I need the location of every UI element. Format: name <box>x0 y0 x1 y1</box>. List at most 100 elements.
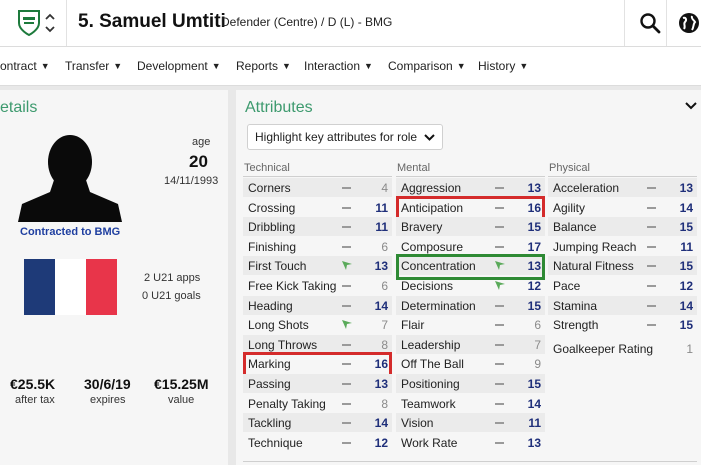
trend-steady-dash-icon <box>647 324 656 327</box>
details-title: etails <box>0 99 38 116</box>
attribute-row-crossing[interactable]: Crossing 11 <box>243 198 392 217</box>
goalkeeper-rating-row: Goalkeeper Rating 1 <box>548 339 697 358</box>
attribute-value: 9 <box>534 357 541 372</box>
nav-label: ontract <box>0 59 37 73</box>
attribute-value: 14 <box>374 416 388 431</box>
attribute-row-technique[interactable]: Technique 12 <box>243 433 392 452</box>
nav-comparison[interactable]: Comparison ▼ <box>388 59 466 73</box>
attribute-name: Leadership <box>401 337 461 352</box>
attribute-row-passing[interactable]: Passing 13 <box>243 374 392 393</box>
attribute-row-corners[interactable]: Corners 4 <box>243 178 392 197</box>
club-crest-icon <box>18 10 40 37</box>
attribute-value: 15 <box>527 220 541 235</box>
player-name: 5. Samuel Umtiti <box>78 11 226 32</box>
trend-steady-dash-icon <box>647 304 656 307</box>
attribute-row-determination[interactable]: Determination 15 <box>396 295 545 315</box>
attribute-row-work-rate[interactable]: Work Rate 13 <box>396 433 545 452</box>
nav-contract[interactable]: ontract ▼ <box>0 59 50 73</box>
attribute-row-dribbling[interactable]: Dribbling 11 <box>243 217 392 237</box>
attribute-row-leadership[interactable]: Leadership 7 <box>396 334 545 354</box>
trend-steady-dash-icon <box>342 245 351 248</box>
highlight-role-dropdown[interactable]: Highlight key attributes for role <box>247 124 443 150</box>
attribute-row-free-kick-taking[interactable]: Free Kick Taking 6 <box>243 276 392 295</box>
collapse-chevron-icon[interactable] <box>685 101 697 111</box>
attribute-value: 13 <box>527 435 541 450</box>
nav-history[interactable]: History ▼ <box>478 59 528 73</box>
attribute-row-vision[interactable]: Vision 11 <box>396 413 545 433</box>
attribute-row-long-shots[interactable]: Long Shots 7 <box>243 315 392 334</box>
attribute-name: Dribbling <box>248 220 296 235</box>
date-of-birth: 14/11/1993 <box>164 175 219 187</box>
trend-steady-dash-icon <box>342 363 351 366</box>
attribute-row-marking[interactable]: Marking 16 <box>243 354 392 373</box>
trend-steady-dash-icon <box>342 402 351 405</box>
trend-steady-dash-icon <box>647 206 656 209</box>
trend-steady-dash-icon <box>342 304 351 307</box>
attribute-value: 8 <box>381 396 388 411</box>
attribute-row-concentration[interactable]: Concentration 13 <box>396 256 545 276</box>
attribute-value: 4 <box>381 181 388 195</box>
search-icon[interactable] <box>638 11 662 35</box>
wage-value: €25.5K <box>10 376 56 392</box>
nav-interaction[interactable]: Interaction ▼ <box>304 59 373 73</box>
attribute-name: Stamina <box>553 298 598 313</box>
club-crest-button[interactable] <box>10 7 62 39</box>
attribute-row-aggression[interactable]: Aggression 13 <box>396 178 545 197</box>
attribute-name: Agility <box>553 200 586 215</box>
attribute-value: 15 <box>679 259 693 274</box>
nav-label: Comparison <box>388 59 453 73</box>
attribute-value: 15 <box>679 318 693 333</box>
attribute-row-positioning[interactable]: Positioning 15 <box>396 374 545 393</box>
trend-steady-dash-icon <box>495 226 504 229</box>
attribute-row-finishing[interactable]: Finishing 6 <box>243 237 392 256</box>
attribute-name: Passing <box>248 377 291 391</box>
nav-development[interactable]: Development ▼ <box>137 59 221 73</box>
attribute-name: Marking <box>248 357 291 372</box>
up-down-chevron-icon[interactable] <box>44 11 56 35</box>
attribute-row-jumping-reach[interactable]: Jumping Reach 11 <box>548 237 697 256</box>
attribute-row-balance[interactable]: Balance 15 <box>548 217 697 237</box>
player-silhouette-icon <box>18 135 122 222</box>
attribute-value: 14 <box>374 298 388 313</box>
attribute-row-teamwork[interactable]: Teamwork 14 <box>396 394 545 413</box>
attribute-value: 1 <box>686 342 693 356</box>
attribute-row-penalty-taking[interactable]: Penalty Taking 8 <box>243 394 392 413</box>
attribute-row-agility[interactable]: Agility 14 <box>548 198 697 217</box>
header-divider <box>66 0 67 46</box>
nav-label: History <box>478 59 516 73</box>
attribute-row-decisions[interactable]: Decisions 12 <box>396 276 545 295</box>
attribute-row-off-the-ball[interactable]: Off The Ball 9 <box>396 354 545 373</box>
attribute-row-long-throws[interactable]: Long Throws 8 <box>243 334 392 354</box>
attribute-name: Long Throws <box>248 337 318 352</box>
attribute-name: Strength <box>553 318 599 333</box>
globe-icon[interactable] <box>677 11 701 35</box>
attribute-row-heading[interactable]: Heading 14 <box>243 295 392 315</box>
trend-steady-dash-icon <box>647 285 656 287</box>
wage-label: after tax <box>15 394 55 406</box>
attribute-value: 15 <box>527 377 541 391</box>
attribute-row-stamina[interactable]: Stamina 14 <box>548 295 697 315</box>
attribute-row-pace[interactable]: Pace 12 <box>548 276 697 295</box>
attribute-name: Penalty Taking <box>248 396 326 411</box>
contract-status-link[interactable]: Contracted to BMG <box>20 226 121 238</box>
technical-header: Technical <box>244 162 290 174</box>
nav-transfer[interactable]: Transfer ▼ <box>65 59 122 73</box>
attribute-row-natural-fitness[interactable]: Natural Fitness 15 <box>548 256 697 276</box>
nav-label: Interaction <box>304 59 361 73</box>
nav-reports[interactable]: Reports ▼ <box>236 59 291 73</box>
chevron-down-icon: ▼ <box>519 61 529 71</box>
attribute-value: 16 <box>374 357 388 372</box>
profile-nav-bar: ontract ▼ Transfer ▼ Development ▼ Reports ▼… <box>0 47 701 86</box>
attribute-row-flair[interactable]: Flair 6 <box>396 315 545 334</box>
attribute-value: 17 <box>527 239 541 254</box>
attribute-row-acceleration[interactable]: Acceleration 13 <box>548 178 697 197</box>
attribute-row-bravery[interactable]: Bravery 15 <box>396 217 545 237</box>
attribute-name: Composure <box>401 239 464 254</box>
attribute-value: 11 <box>375 200 388 215</box>
attribute-row-composure[interactable]: Composure 17 <box>396 237 545 256</box>
trend-up-arrow-icon <box>495 281 505 290</box>
attribute-row-strength[interactable]: Strength 15 <box>548 315 697 334</box>
attribute-row-anticipation[interactable]: Anticipation 16 <box>396 198 545 217</box>
attribute-row-first-touch[interactable]: First Touch 13 <box>243 256 392 276</box>
attribute-row-tackling[interactable]: Tackling 14 <box>243 413 392 433</box>
